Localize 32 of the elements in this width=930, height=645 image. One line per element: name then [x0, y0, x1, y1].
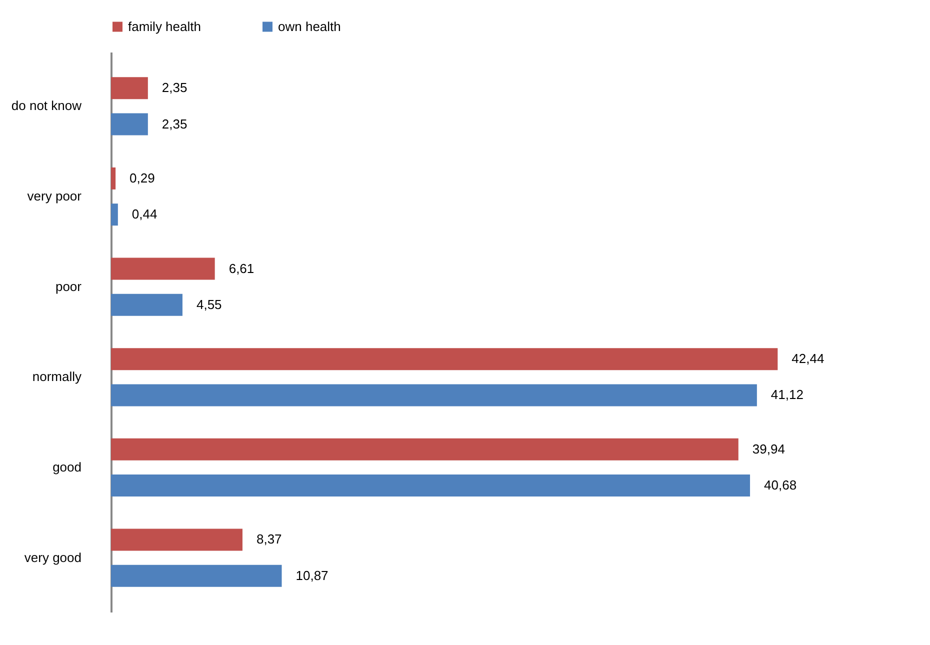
- bar: [111, 564, 282, 587]
- bar: [111, 528, 242, 551]
- data-label: 4,55: [196, 296, 222, 312]
- y-tick-label: normally: [32, 369, 82, 384]
- data-label: 8,37: [256, 532, 282, 547]
- data-label: 0,44: [132, 206, 158, 222]
- bar: [111, 113, 148, 136]
- data-label: 41,12: [770, 387, 804, 402]
- data-label: 10,87: [296, 568, 328, 583]
- bar: [111, 384, 757, 406]
- bar: [111, 474, 750, 497]
- data-label: 2,35: [162, 116, 188, 132]
- data-label: 0,29: [130, 170, 155, 186]
- bar: [111, 438, 738, 460]
- bar: [111, 348, 778, 370]
- bar: [111, 77, 148, 100]
- data-label: 6,61: [228, 260, 254, 276]
- y-tick-label: very good: [24, 550, 82, 565]
- bar: [111, 294, 182, 316]
- bar: [111, 258, 215, 280]
- y-tick-label: do not know: [11, 98, 82, 114]
- bar: [111, 167, 116, 190]
- bar: [111, 204, 118, 226]
- data-label: 42,44: [792, 351, 824, 366]
- y-tick-label: very poor: [27, 188, 82, 204]
- legend-label: family health: [128, 18, 201, 34]
- y-tick-label: good: [52, 459, 82, 474]
- data-label: 40,68: [764, 478, 797, 493]
- data-label: 2,35: [162, 80, 188, 96]
- legend-label: own health: [278, 18, 341, 34]
- y-tick-label: poor: [55, 278, 82, 294]
- data-label: 39,94: [752, 441, 785, 456]
